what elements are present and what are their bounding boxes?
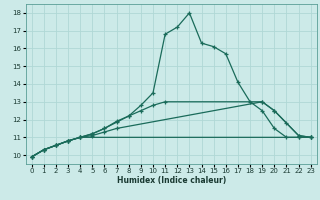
X-axis label: Humidex (Indice chaleur): Humidex (Indice chaleur) [116,176,226,185]
